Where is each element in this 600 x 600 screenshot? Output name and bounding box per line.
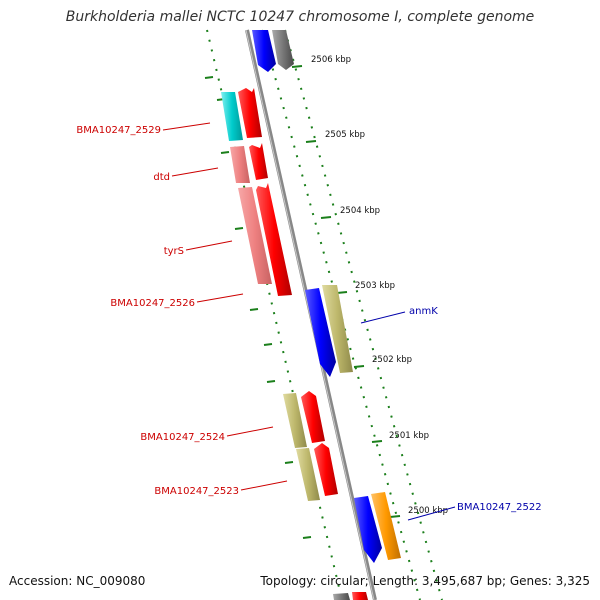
gene-label-bma10247-2529[interactable]: BMA10247_2529: [76, 125, 161, 136]
gene-arrow-gray-bottom[interactable]: [333, 593, 350, 600]
backbone-highlight: [245, 29, 375, 600]
ruler-minor-tick: [220, 151, 230, 154]
gene-label-dtd[interactable]: dtd: [153, 172, 170, 183]
ruler-tick-label: 2500 kbp: [408, 506, 448, 516]
gene-arrow-red-2[interactable]: [249, 143, 268, 180]
ruler-minor-tick: [266, 380, 276, 383]
ruler-minor-tick: [249, 308, 259, 311]
ruler-ticks: 2506 kbp 2505 kbp 2504 kbp 2503 kbp 2502…: [291, 55, 448, 518]
gene-arrow-blue-top[interactable]: [252, 30, 276, 72]
gene-label-bma10247-2524[interactable]: BMA10247_2524: [140, 432, 225, 443]
ruler-tick: [320, 216, 332, 219]
gene-label-bma10247-2523[interactable]: BMA10247_2523: [154, 486, 239, 497]
ruler-tick: [336, 291, 348, 294]
label-connectors: [162, 122, 456, 521]
gene-arrow-gray-top[interactable]: [272, 30, 294, 70]
gene-arrow-red-2523[interactable]: [314, 443, 338, 496]
gene-label-tyrs[interactable]: tyrS: [164, 246, 184, 257]
ruler-tick: [291, 65, 303, 68]
ruler-tick: [353, 365, 365, 368]
connector-line: [171, 167, 219, 177]
gene-arrow-orange-2522[interactable]: [371, 492, 401, 560]
connector-line: [162, 122, 211, 131]
ruler-tick-label: 2503 kbp: [355, 281, 395, 291]
gene-arrow-khaki-2524[interactable]: [283, 393, 307, 448]
ruler-minor-tick: [302, 536, 312, 539]
ruler-minor-tick: [284, 461, 294, 464]
ruler-tick: [389, 515, 401, 518]
gene-arrow-khaki-anmK[interactable]: [322, 285, 353, 373]
connector-line: [226, 426, 274, 437]
gene-arrow-pink-tyrS[interactable]: [238, 187, 272, 284]
gene-arrow-cyan[interactable]: [221, 92, 243, 141]
map-title: Burkholderia mallei NCTC 10247 chromosom…: [65, 9, 535, 25]
gene-arrow-blue-mid[interactable]: [305, 288, 336, 377]
gene-arrow-red-bottom[interactable]: [352, 592, 368, 600]
connector-line: [360, 311, 406, 324]
ruler-tick-label: 2504 kbp: [340, 206, 380, 216]
ruler-tick: [305, 140, 317, 143]
connector-line: [407, 506, 456, 521]
ruler-tick: [371, 440, 383, 443]
gene-arrow-red-1[interactable]: [238, 88, 262, 138]
ruler-minor-ticks: [204, 76, 312, 539]
gene-arrow-red-3[interactable]: [256, 183, 292, 296]
ruler-minor-tick: [263, 343, 273, 346]
gene-label-bma10247-2526[interactable]: BMA10247_2526: [110, 298, 195, 309]
connector-line: [185, 240, 233, 251]
gene-label-bma10247-2522[interactable]: BMA10247_2522: [457, 502, 542, 513]
ruler-minor-tick: [204, 76, 214, 79]
gene-arrow-khaki-2523[interactable]: [296, 448, 320, 501]
ruler-tick-label: 2502 kbp: [372, 355, 412, 365]
ruler-minor-tick: [234, 227, 244, 230]
connector-line: [196, 293, 244, 303]
gene-arrow-blue-bottom[interactable]: [354, 496, 382, 563]
ruler-tick-label: 2506 kbp: [311, 55, 351, 65]
gene-label-anmk[interactable]: anmK: [409, 306, 438, 317]
accession-text: Accession: NC_009080: [9, 574, 146, 588]
connector-line: [240, 480, 288, 491]
gene-arrow-red-2524[interactable]: [301, 391, 325, 443]
ruler-tick-label: 2505 kbp: [325, 130, 365, 140]
gene-arrow-pink-dtd[interactable]: [230, 146, 250, 183]
ruler-tick-label: 2501 kbp: [389, 431, 429, 441]
genome-summary-text: Topology: circular; Length: 3,495,687 bp…: [260, 574, 590, 588]
